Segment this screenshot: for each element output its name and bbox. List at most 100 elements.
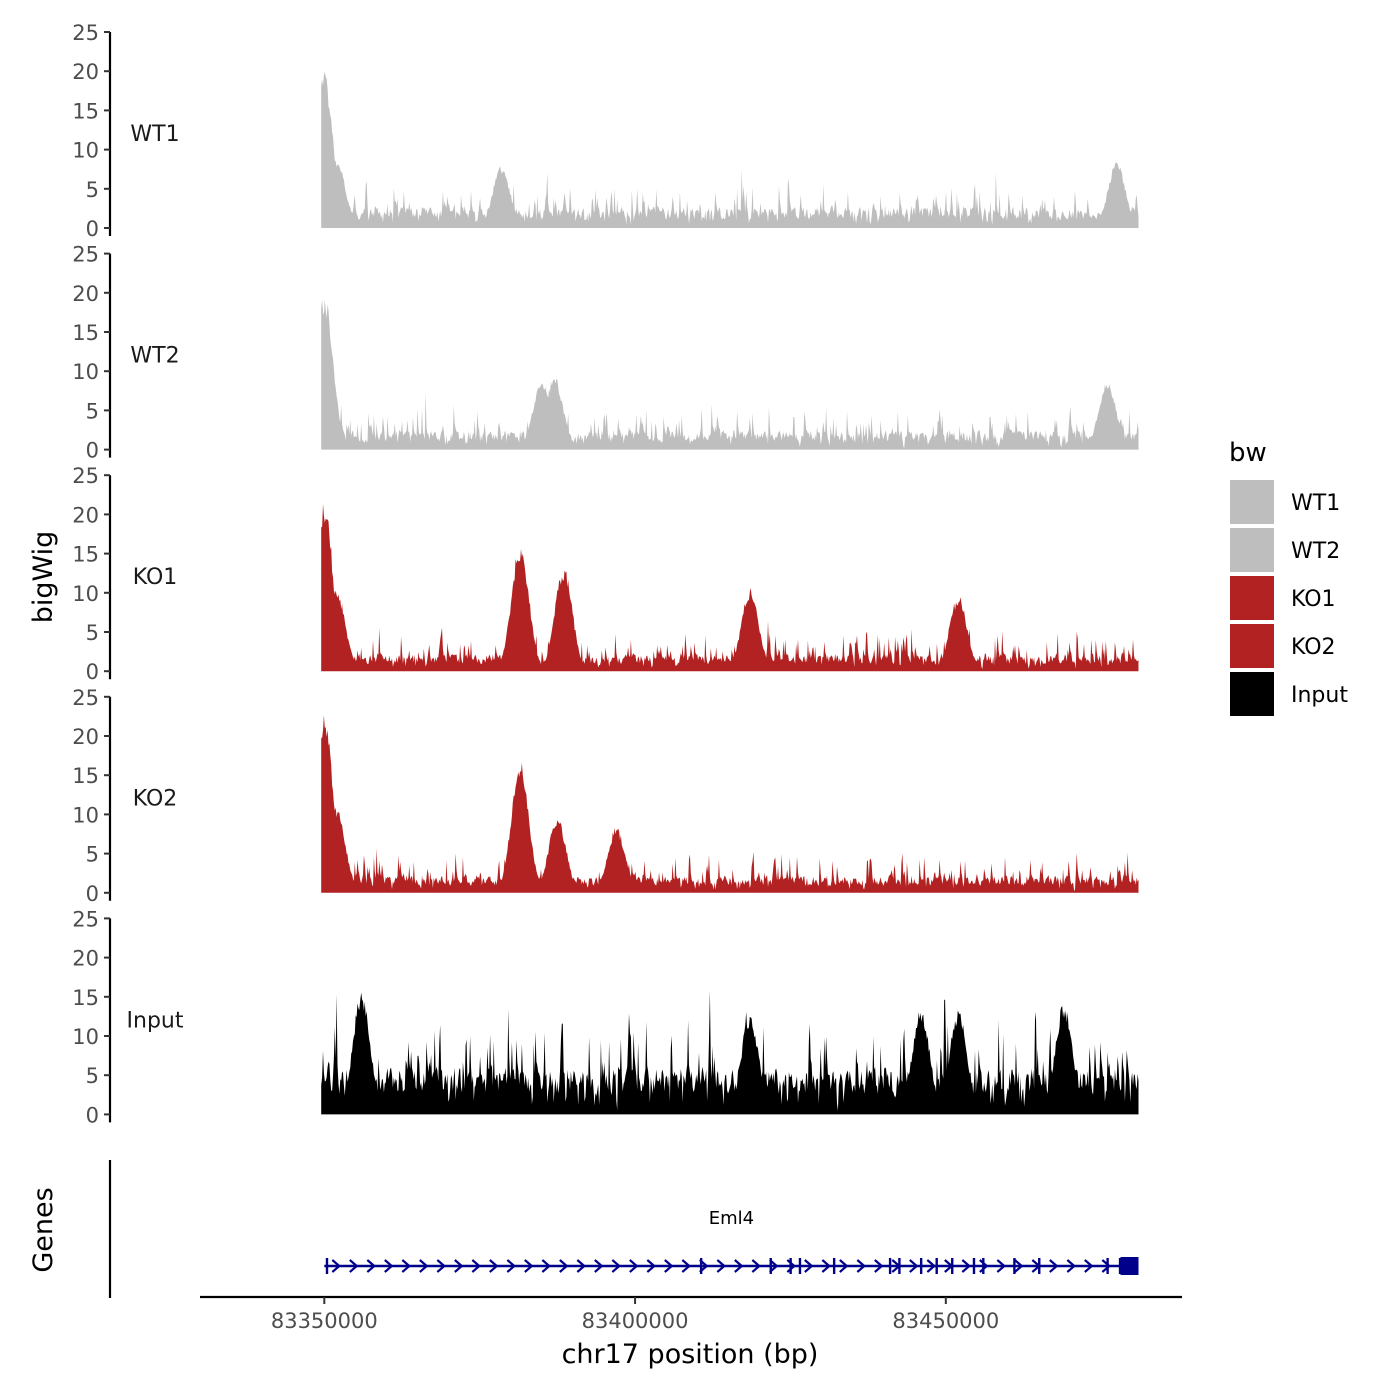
- coverage-area-input: [321, 990, 1139, 1115]
- y-tick-label: 0: [86, 882, 99, 906]
- strand-arrow: [611, 1259, 621, 1273]
- track-panels: 0510152025WT10510152025WT20510152025KO10…: [72, 21, 1139, 1127]
- strand-arrow: [821, 1259, 831, 1273]
- y-tick-label: 20: [72, 282, 99, 306]
- y-tick-label: 0: [86, 439, 99, 463]
- y-tick-label: 20: [72, 60, 99, 84]
- coverage-area-ko1: [321, 503, 1139, 672]
- legend-label: WT1: [1291, 491, 1340, 516]
- gene-name-label: Eml4: [709, 1208, 754, 1229]
- strand-arrow: [366, 1259, 376, 1273]
- strand-arrow: [926, 1259, 936, 1273]
- legend-swatch: [1230, 528, 1274, 572]
- y-tick-label: 20: [72, 725, 99, 749]
- exon-mark: [832, 1258, 836, 1274]
- strand-arrow: [681, 1259, 691, 1273]
- strand-arrow: [629, 1259, 639, 1273]
- track-label-input: Input: [127, 1008, 184, 1033]
- strand-arrow: [524, 1259, 534, 1273]
- track-input: 0 5 10 15 20 25 Input: [72, 907, 1139, 1127]
- strand-arrow: [1066, 1259, 1076, 1273]
- exon-mark: [1013, 1258, 1016, 1274]
- y-tick-label: 15: [72, 986, 99, 1010]
- genes-axis-title: Genes: [28, 1187, 59, 1272]
- strand-arrow: [471, 1259, 481, 1273]
- track-label-ko2: KO2: [133, 787, 178, 812]
- exon-mark: [935, 1258, 938, 1274]
- exon-mark: [798, 1258, 802, 1274]
- strand-arrow: [716, 1259, 726, 1273]
- strand-arrow: [734, 1259, 744, 1273]
- x-axis-title: chr17 position (bp): [562, 1339, 819, 1370]
- track-ko1: 0 5 10 15 20 25 KO1: [72, 464, 1139, 684]
- strand-arrow: [576, 1259, 586, 1273]
- legend-label: KO1: [1291, 587, 1336, 612]
- strand-arrow: [384, 1259, 394, 1273]
- y-tick-label: 10: [72, 1025, 99, 1049]
- exon-mark: [982, 1258, 985, 1274]
- track-label-wt2: WT2: [130, 344, 179, 369]
- exon-mark: [789, 1258, 792, 1274]
- strand-arrow: [1049, 1259, 1059, 1273]
- exon-mark: [951, 1258, 954, 1274]
- legend: bw WT1 WT2 KO1 KO2 Input: [1229, 438, 1348, 716]
- legend-label: KO2: [1291, 635, 1336, 660]
- exon-mark: [699, 1258, 703, 1274]
- exon-mark: [972, 1258, 976, 1274]
- strand-arrow: [1014, 1259, 1024, 1273]
- x-tick-label: 83450000: [892, 1309, 999, 1333]
- coverage-area-wt1: [321, 71, 1139, 228]
- strand-arrow: [454, 1259, 464, 1273]
- y-tick-label: 5: [86, 399, 99, 423]
- y-tick-label: 10: [72, 139, 99, 163]
- exon-terminal: [1120, 1257, 1139, 1275]
- track-ko2: 0 5 10 15 20 25 KO2: [72, 686, 1139, 906]
- strand-arrow: [489, 1259, 499, 1273]
- exon-mark: [898, 1258, 901, 1274]
- legend-title: bw: [1229, 438, 1267, 468]
- y-tick-label: 15: [72, 764, 99, 788]
- strand-arrow: [419, 1259, 429, 1273]
- track-label-wt1: WT1: [130, 122, 179, 147]
- y-tick-label: 15: [72, 543, 99, 567]
- y-tick-label: 15: [72, 99, 99, 123]
- y-tick-label: 0: [86, 660, 99, 684]
- y-tick-label: 20: [72, 503, 99, 527]
- y-tick-label: 15: [72, 321, 99, 345]
- legend-item-ko2: KO2: [1230, 624, 1336, 668]
- legend-item-input: Input: [1230, 672, 1348, 716]
- legend-label: Input: [1291, 683, 1348, 708]
- coverage-area-ko2: [321, 715, 1139, 893]
- exon-mark: [888, 1258, 892, 1274]
- strand-arrow: [331, 1259, 341, 1273]
- y-tick-label: 5: [86, 621, 99, 645]
- strand-arrow: [401, 1259, 411, 1273]
- y-tick-label: 25: [72, 21, 99, 45]
- x-tick-label: 83350000: [271, 1309, 378, 1333]
- y-axis-title: bigWig: [28, 531, 59, 624]
- strand-arrow: [996, 1259, 1006, 1273]
- strand-arrow: [839, 1259, 849, 1273]
- track-label-ko1: KO1: [133, 565, 178, 590]
- coverage-area-wt2: [321, 299, 1139, 450]
- strand-arrow: [1101, 1259, 1111, 1273]
- gene-track-panel: Eml4: [108, 1160, 1139, 1298]
- track-wt1: 0 5 10 15 20 25 WT1: [72, 21, 1139, 241]
- legend-swatch: [1230, 624, 1274, 668]
- y-tick-label: 20: [72, 947, 99, 971]
- strand-arrow: [1084, 1259, 1094, 1273]
- y-tick-label: 10: [72, 582, 99, 606]
- y-tick-label: 25: [72, 243, 99, 267]
- exon-mark: [325, 1258, 329, 1274]
- strand-arrow: [646, 1259, 656, 1273]
- x-axis: 83350000 83400000 83450000: [200, 1295, 1182, 1333]
- strand-arrow: [751, 1259, 761, 1273]
- strand-arrow: [909, 1259, 919, 1273]
- y-tick-label: 10: [72, 360, 99, 384]
- strand-arrow: [664, 1259, 674, 1273]
- exon-mark: [1106, 1258, 1109, 1274]
- strand-arrow: [541, 1259, 551, 1273]
- exon-mark: [1118, 1258, 1122, 1274]
- y-tick-label: 5: [86, 1064, 99, 1088]
- y-tick-label: 25: [72, 907, 99, 931]
